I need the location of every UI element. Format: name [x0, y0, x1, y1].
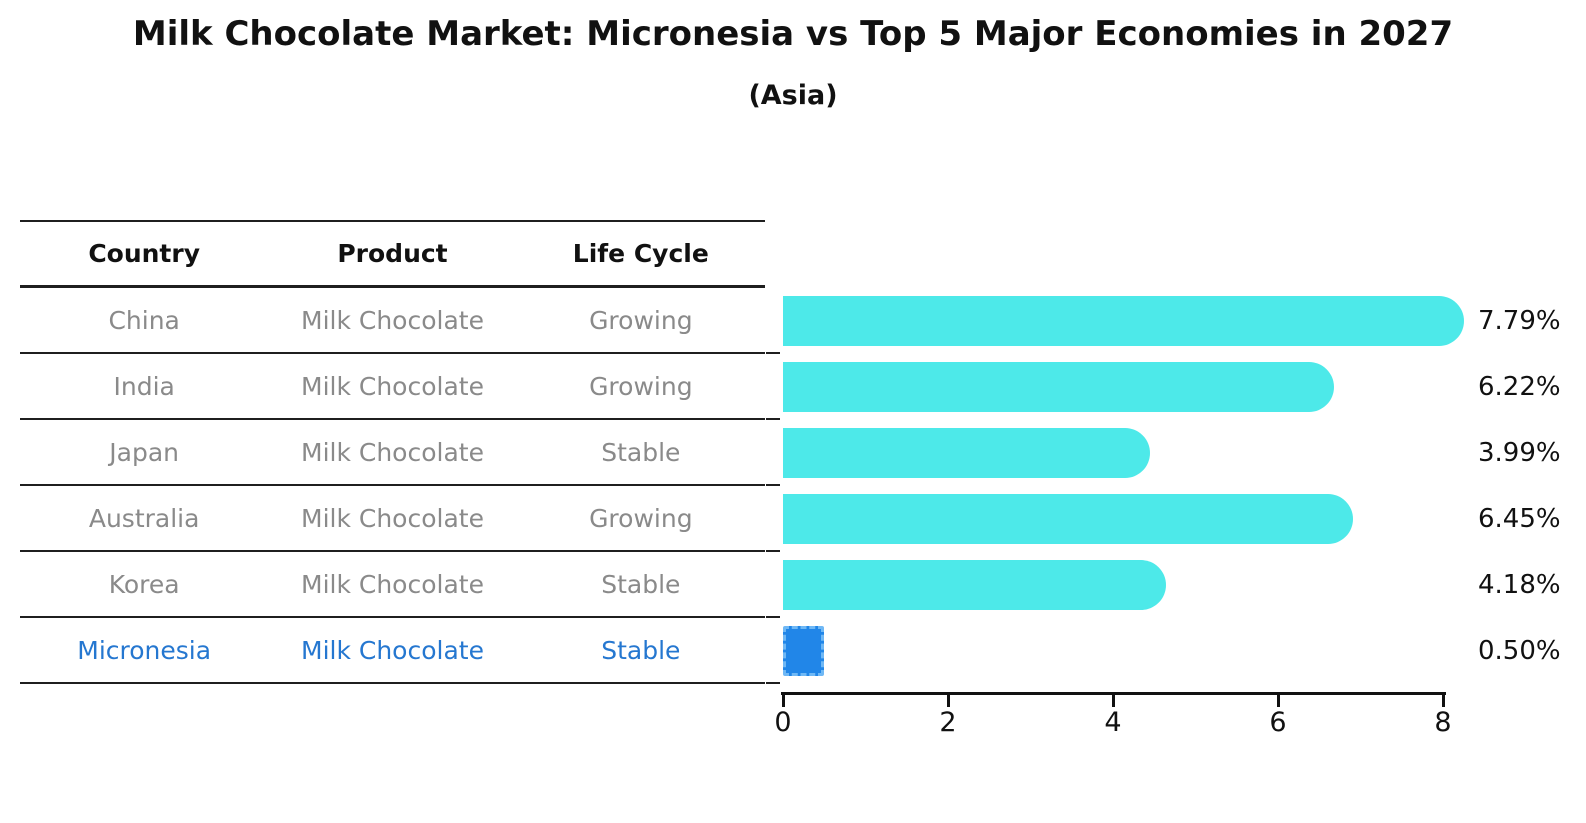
y-axis-tick	[766, 352, 780, 354]
value-label-china: 7.79%	[1478, 306, 1561, 336]
product-cell: Milk Chocolate	[301, 635, 484, 665]
country-cell: China	[108, 305, 180, 335]
table-row-australia: Australia Milk Chocolate Growing	[20, 486, 765, 552]
value-label-japan: 3.99%	[1478, 438, 1561, 468]
x-tick-label: 6	[1269, 707, 1287, 738]
life-cycle-cell: Growing	[589, 305, 693, 335]
x-tick-label: 0	[774, 707, 792, 738]
y-axis-tick	[766, 484, 780, 486]
value-label-micronesia: 0.50%	[1478, 636, 1561, 666]
y-axis-tick	[766, 418, 780, 420]
x-axis-tick	[1111, 695, 1115, 707]
country-table: Country Product Life Cycle China Milk Ch…	[20, 220, 765, 684]
bar-japan	[783, 428, 1151, 478]
value-label-india: 6.22%	[1478, 372, 1561, 402]
value-label-australia: 6.45%	[1478, 504, 1561, 534]
column-header-product: Product	[337, 239, 448, 268]
country-cell: Japan	[109, 437, 180, 467]
product-cell: Milk Chocolate	[301, 437, 484, 467]
x-axis-tick	[781, 695, 785, 707]
x-axis-tick	[946, 695, 950, 707]
country-cell: India	[113, 371, 175, 401]
table-row-china: China Milk Chocolate Growing	[20, 288, 765, 354]
life-cycle-cell: Stable	[601, 569, 681, 599]
product-cell: Milk Chocolate	[301, 371, 484, 401]
x-tick-label: 2	[939, 707, 957, 738]
life-cycle-cell: Growing	[589, 371, 693, 401]
table-row-micronesia: Micronesia Milk Chocolate Stable	[20, 618, 765, 684]
y-axis-tick	[766, 616, 780, 618]
country-cell: Australia	[88, 503, 200, 533]
bar-korea	[783, 560, 1166, 610]
product-cell: Milk Chocolate	[301, 305, 484, 335]
table-row-india: India Milk Chocolate Growing	[20, 354, 765, 420]
x-axis-tick	[1441, 695, 1445, 707]
y-axis-tick	[766, 682, 780, 684]
table-row-japan: Japan Milk Chocolate Stable	[20, 420, 765, 486]
country-cell: Korea	[108, 569, 180, 599]
country-cell: Micronesia	[77, 635, 212, 665]
life-cycle-cell: Growing	[589, 503, 693, 533]
column-header-life-cycle: Life Cycle	[572, 239, 709, 268]
x-tick-label: 4	[1104, 707, 1122, 738]
product-cell: Milk Chocolate	[301, 569, 484, 599]
life-cycle-cell: Stable	[601, 437, 681, 467]
product-cell: Milk Chocolate	[301, 503, 484, 533]
table-row-korea: Korea Milk Chocolate Stable	[20, 552, 765, 618]
bar-australia	[783, 494, 1354, 544]
bar-china	[783, 296, 1464, 346]
x-axis-line	[781, 692, 1446, 695]
column-header-country: Country	[88, 239, 201, 268]
bar-micronesia	[783, 626, 825, 676]
bar-india	[783, 362, 1335, 412]
life-cycle-cell: Stable	[601, 635, 681, 665]
x-axis-tick	[1276, 695, 1280, 707]
chart-subtitle: (Asia)	[748, 80, 838, 111]
value-label-korea: 4.18%	[1478, 570, 1561, 600]
chart-title: Milk Chocolate Market: Micronesia vs Top…	[132, 14, 1454, 54]
y-axis-tick	[766, 550, 780, 552]
x-tick-label: 8	[1434, 707, 1452, 738]
table-header-row: Country Product Life Cycle	[20, 220, 765, 288]
